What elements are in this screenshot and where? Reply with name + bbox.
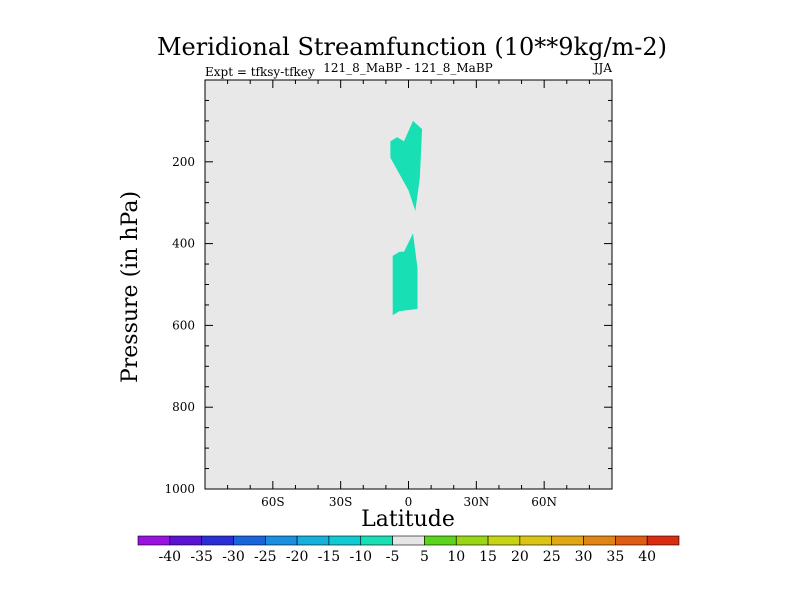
colorbar-label: 35 — [606, 549, 624, 565]
colorbar-swatch — [615, 535, 648, 546]
colorbar-swatch — [424, 535, 457, 546]
colorbar-label: -10 — [349, 549, 372, 565]
colorbar-swatch — [392, 535, 425, 546]
x-tick-label: 30N — [463, 495, 489, 509]
colorbar-swatch — [233, 535, 266, 546]
colorbar-swatch — [360, 535, 393, 546]
colorbar-label: 40 — [638, 549, 656, 565]
colorbar-label: 10 — [447, 549, 465, 565]
colorbar-labels: -40 -35 -30 -25 -20 -15 -10 -5 5 10 15 20 25 30 35 40 — [159, 549, 657, 565]
y-tick-label: 800 — [172, 400, 195, 414]
colorbar-swatch — [646, 535, 680, 546]
colorbar-label: -5 — [386, 549, 400, 565]
y-tick-label: 400 — [172, 237, 195, 251]
contour-regions — [390, 120, 423, 316]
lower-region — [392, 233, 418, 316]
colorbar — [137, 535, 680, 546]
chart-title: Meridional Streamfunction (10**9kg/m-2) — [157, 33, 667, 61]
x-tick-label: 60S — [261, 495, 285, 509]
colorbar-swatch — [328, 535, 362, 546]
y-axis-ticks: 200 400 600 800 1000 — [164, 99, 612, 496]
y-tick-label: 1000 — [164, 482, 195, 496]
y-axis-label: Pressure (in hPa) — [118, 191, 143, 383]
colorbar-swatch — [169, 535, 202, 546]
season-label: JJA — [592, 61, 613, 75]
y-tick-label: 200 — [172, 155, 195, 169]
colorbar-swatch — [551, 535, 584, 546]
period-label: 121_8_MaBP - 121_8_MaBP — [323, 61, 492, 75]
colorbar-swatch — [201, 535, 234, 546]
x-tick-label: 60N — [531, 495, 557, 509]
colorbar-swatch — [264, 535, 298, 546]
colorbar-label: -35 — [190, 549, 213, 565]
colorbar-swatch — [455, 535, 489, 546]
colorbar-swatch — [583, 535, 616, 546]
x-axis-ticks: 60S 30S 0 30N 60N — [227, 80, 590, 509]
colorbar-label: -40 — [159, 549, 182, 565]
colorbar-label: 15 — [479, 549, 497, 565]
colorbar-label: -25 — [254, 549, 277, 565]
y-tick-label: 600 — [172, 318, 195, 332]
colorbar-label: 20 — [511, 549, 529, 565]
upper-region — [390, 120, 423, 211]
experiment-label: Expt = tfksy-tfkey — [205, 65, 315, 79]
colorbar-label: 25 — [543, 549, 561, 565]
colorbar-swatch — [137, 535, 171, 546]
colorbar-swatch — [487, 535, 521, 546]
x-tick-label: 30S — [329, 495, 353, 509]
colorbar-label: 5 — [420, 549, 429, 565]
colorbar-label: 30 — [575, 549, 593, 565]
colorbar-label: -30 — [222, 549, 245, 565]
colorbar-label: -20 — [286, 549, 309, 565]
colorbar-swatch — [519, 535, 553, 546]
colorbar-swatch — [296, 535, 330, 546]
colorbar-label: -15 — [318, 549, 341, 565]
x-tick-label: 0 — [405, 495, 413, 509]
x-axis-label: Latitude — [361, 507, 455, 532]
